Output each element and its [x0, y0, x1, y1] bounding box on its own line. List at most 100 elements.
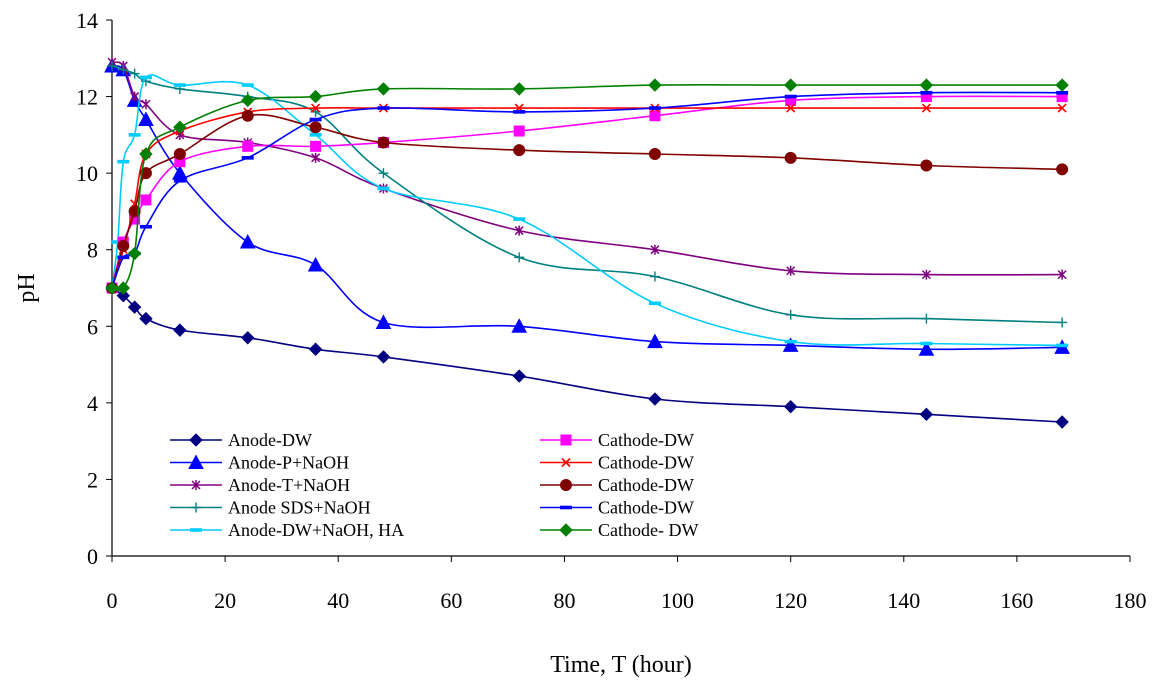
legend-item: Cathode-DW	[540, 475, 694, 495]
data-point	[173, 323, 187, 337]
legend-item: Anode-DW+NaOH, HA	[170, 520, 404, 540]
data-point	[920, 90, 933, 95]
data-point	[561, 457, 571, 468]
data-point	[782, 337, 799, 352]
legend-label: Cathode-DW	[598, 475, 694, 495]
data-point	[785, 309, 796, 320]
legend-item: Cathode-DW	[540, 453, 694, 473]
data-point	[513, 110, 526, 114]
data-point	[310, 140, 322, 152]
x-ticks: 0 20 40 60 80 100 120 140 160 180	[107, 556, 1147, 613]
legend-item: Anode-P+NaOH	[170, 453, 349, 473]
series-line	[111, 83, 1063, 292]
data-point	[1055, 78, 1069, 92]
data-point	[512, 82, 526, 96]
data-point	[378, 168, 389, 179]
data-point	[513, 125, 525, 137]
data-point	[191, 502, 201, 513]
legend-item: Cathode-DW	[540, 430, 694, 450]
data-point	[188, 454, 204, 469]
data-point	[127, 300, 142, 314]
data-point	[139, 147, 153, 161]
data-point	[1057, 317, 1068, 328]
series-cathode-dw-7	[106, 109, 1069, 294]
data-point	[919, 407, 934, 422]
x-tick-label: 80	[553, 588, 575, 613]
data-point	[241, 83, 254, 87]
legend-label: Anode SDS+NaOH	[228, 498, 371, 518]
y-tick-label: 6	[87, 314, 98, 339]
data-point	[514, 225, 524, 236]
y-tick-label: 2	[87, 467, 98, 492]
x-tick-label: 160	[1000, 588, 1033, 613]
data-point	[784, 151, 797, 164]
data-point	[116, 288, 131, 303]
data-point	[1057, 269, 1067, 280]
x-tick-label: 120	[774, 588, 807, 613]
y-tick-label: 0	[87, 544, 98, 569]
series-line	[111, 91, 1063, 289]
x-tick-label: 140	[887, 588, 920, 613]
data-point	[1057, 103, 1067, 113]
data-point	[309, 133, 322, 137]
x-tick-label: 40	[327, 588, 349, 613]
data-point	[921, 103, 931, 113]
x-axis-title: Time, T (hour)	[550, 652, 692, 678]
data-point	[239, 234, 256, 249]
data-point	[173, 179, 186, 183]
x-tick-label: 100	[661, 588, 694, 613]
data-point	[1056, 343, 1069, 348]
data-point	[784, 94, 797, 99]
data-point	[1056, 163, 1069, 176]
data-point	[650, 244, 660, 255]
series-line	[111, 74, 1063, 347]
y-ticks: 0 2 4 6 8 10 12 14	[76, 8, 112, 569]
data-point	[377, 106, 390, 110]
series-cathode-dw-6	[107, 103, 1067, 293]
data-point	[513, 217, 526, 221]
series-cathode-dw-5	[106, 91, 1068, 294]
data-point	[107, 60, 117, 71]
data-point	[241, 109, 254, 122]
data-point	[138, 111, 154, 127]
data-point	[105, 281, 119, 295]
data-point	[649, 110, 661, 122]
data-point	[1055, 415, 1069, 429]
data-point	[309, 121, 322, 134]
data-point	[559, 523, 573, 537]
data-point	[921, 269, 931, 280]
legend-item: Anode-DW	[170, 430, 312, 450]
data-point	[376, 82, 391, 96]
data-point	[129, 68, 140, 79]
y-tick-label: 14	[76, 8, 98, 33]
data-point	[514, 252, 525, 263]
y-tick-label: 12	[76, 85, 98, 110]
data-point	[190, 528, 202, 532]
data-point	[173, 148, 186, 160]
legend-label: Cathode- DW	[598, 520, 698, 540]
data-point	[117, 159, 130, 164]
data-point	[117, 255, 130, 260]
series-cathode-dw-9	[105, 78, 1069, 295]
y-axis-title: pH	[14, 273, 40, 302]
data-point	[311, 103, 321, 113]
data-point	[308, 342, 323, 356]
data-point	[139, 224, 152, 229]
data-point	[560, 479, 572, 491]
legend-item: Anode-T+NaOH	[170, 475, 350, 495]
y-tick-label: 8	[87, 238, 98, 263]
data-point	[377, 136, 390, 149]
data-point	[191, 480, 201, 490]
y-tick-label: 10	[76, 161, 98, 186]
data-point	[242, 140, 254, 152]
data-point	[648, 148, 661, 160]
data-point	[140, 194, 152, 206]
x-tick-label: 60	[440, 588, 462, 613]
data-point	[560, 434, 572, 446]
data-point	[128, 133, 141, 137]
legend-label: Anode-DW	[228, 430, 312, 450]
legend-label: Anode-T+NaOH	[228, 475, 350, 495]
legend-label: Anode-P+NaOH	[228, 453, 349, 473]
x-tick-label: 180	[1114, 588, 1147, 613]
